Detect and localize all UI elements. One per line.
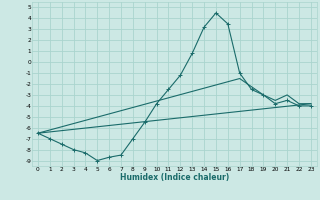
X-axis label: Humidex (Indice chaleur): Humidex (Indice chaleur) — [120, 173, 229, 182]
